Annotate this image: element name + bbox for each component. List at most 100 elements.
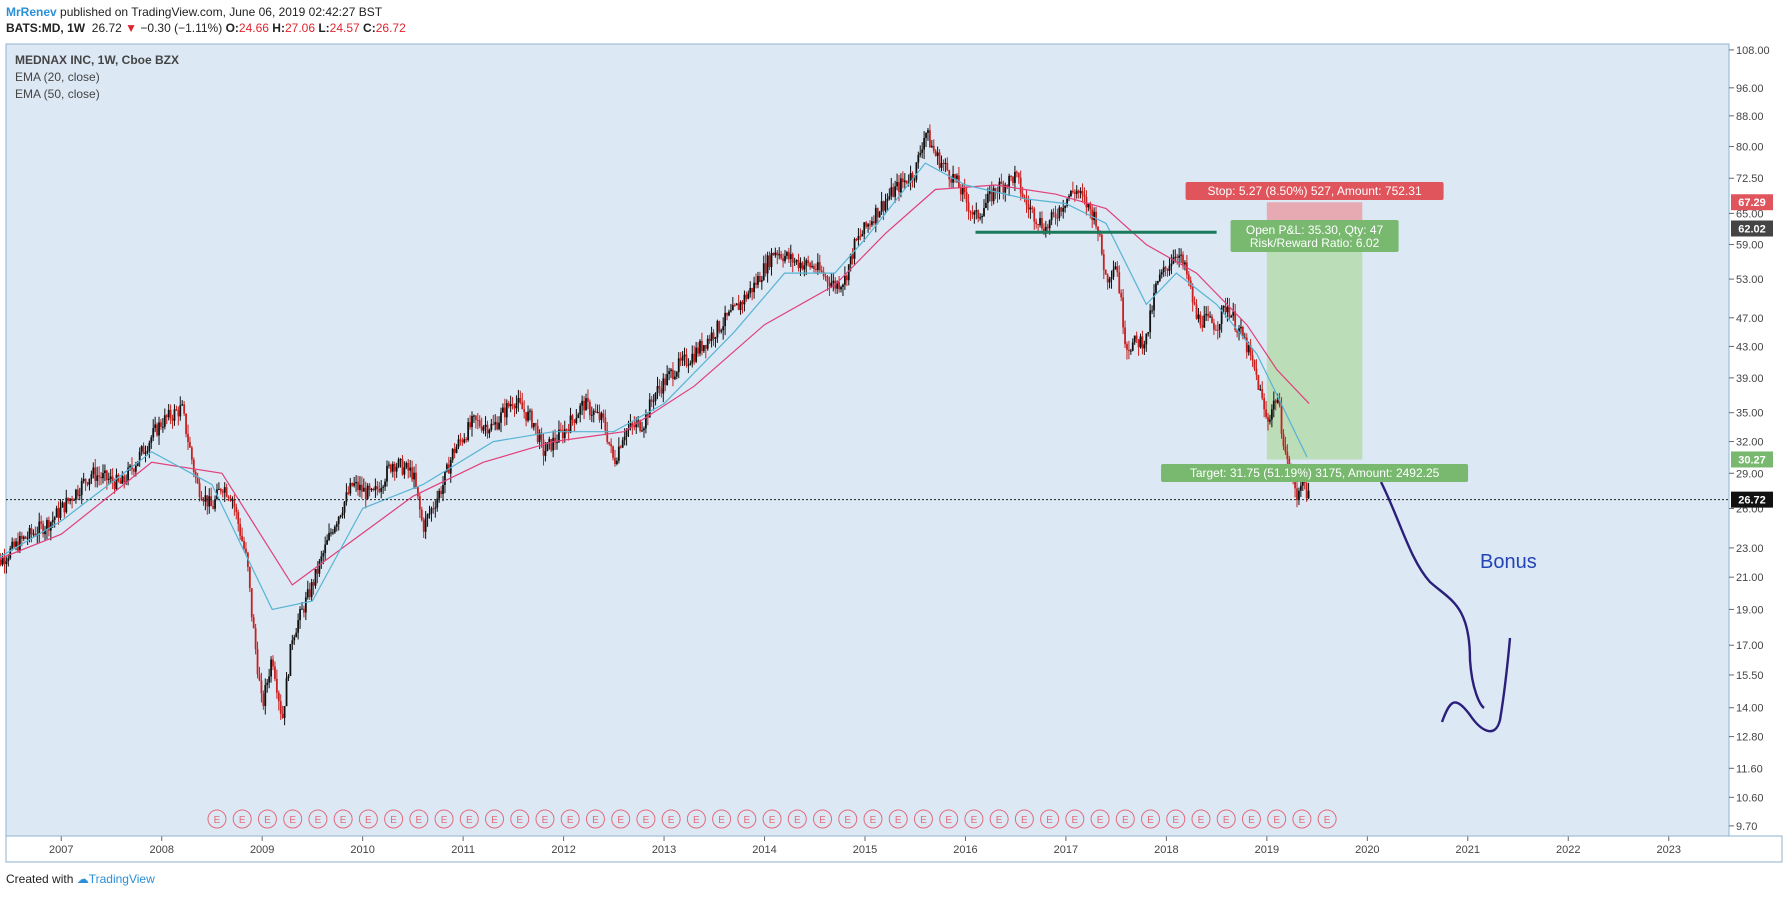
candle-body [818, 262, 821, 271]
candle-body [753, 282, 755, 293]
candle-body [328, 532, 330, 541]
candle-body [382, 486, 385, 488]
candle-body [826, 276, 829, 283]
candle-body [24, 536, 27, 539]
position-labels: Stop: 5.27 (8.50%) 527, Amount: 752.31 O… [1161, 182, 1469, 482]
earnings-marker-label: E [567, 815, 574, 826]
earnings-marker-label: E [466, 815, 473, 826]
candle-body [1298, 490, 1300, 500]
candle-body [994, 188, 997, 193]
earnings-marker [1115, 809, 1135, 829]
candle-body [532, 423, 535, 428]
candle-body [838, 282, 840, 290]
candle-body [623, 436, 626, 441]
candle-body [22, 536, 25, 539]
earnings-marker-label: E [743, 815, 750, 826]
candle-body [341, 512, 344, 516]
candle-body [181, 404, 184, 406]
candle-body [979, 217, 982, 219]
candle-body [641, 430, 643, 432]
candle-body [656, 386, 659, 394]
candle-body [438, 490, 441, 499]
earnings-marker [358, 809, 378, 829]
candle-body [1184, 262, 1186, 265]
candle-body [374, 486, 377, 491]
candle-body [314, 568, 317, 586]
candle-body [156, 424, 158, 436]
candle-body [1066, 198, 1068, 206]
candle-body [82, 478, 85, 481]
candle-body [1158, 274, 1161, 281]
candle-body [673, 376, 676, 380]
candle-body [403, 467, 406, 475]
candle-body [395, 466, 398, 472]
price-change: −0.30 (−1.11%) [140, 21, 223, 35]
earnings-marker-label: E [1046, 815, 1053, 826]
candle-body [1164, 267, 1167, 269]
earnings-marker [888, 809, 908, 829]
candle-body [596, 412, 599, 414]
legend-ema20[interactable]: EMA (20, close) [15, 70, 100, 84]
price-axis[interactable]: 108.00 96.00 88.00 80.00 72.50 65.00 59.00 53.0… [1728, 44, 1770, 836]
candle-body [1075, 190, 1078, 194]
legend-ema50[interactable]: EMA (50, close) [15, 87, 100, 101]
candle-body [471, 415, 473, 428]
candle-body [760, 280, 763, 283]
candle-body [262, 693, 265, 707]
candle-body [293, 637, 296, 641]
candle-body [851, 254, 854, 259]
price-tick-label: 53.00 [1736, 274, 1764, 286]
candle-body [1106, 274, 1109, 283]
candle-body [413, 472, 415, 480]
candle-body [98, 475, 101, 477]
candle-body [741, 301, 744, 305]
candle-body [898, 181, 900, 193]
bonus-drawing[interactable] [1379, 481, 1512, 733]
candle-body [751, 287, 754, 293]
candle-body [420, 509, 423, 521]
candle-body [872, 221, 875, 224]
candle-body [376, 486, 379, 489]
candle-body [256, 649, 259, 675]
candle-body [388, 464, 390, 466]
earnings-marker-label: E [239, 815, 246, 826]
candle-body [975, 210, 978, 212]
price-tick-label: 43.00 [1736, 341, 1764, 353]
candle-body [115, 474, 118, 490]
candle-body [1035, 221, 1038, 225]
candle-body [718, 321, 721, 332]
candle-body [1216, 329, 1219, 331]
chart-header: MrRenev published on TradingView.com, Ju… [6, 4, 406, 36]
time-axis[interactable]: 2007 2008 2009 2010 2011 2012 2013 2014 2015 2016… [5, 835, 1783, 863]
tradingview-brand[interactable]: TradingView [88, 872, 155, 886]
candle-body [529, 410, 531, 412]
earnings-marker [1267, 809, 1287, 829]
low-value: 24.57 [329, 21, 360, 35]
candle-body [144, 452, 147, 454]
candle-body [905, 180, 908, 183]
tradingview-logo-icon[interactable]: ☁ [76, 872, 89, 886]
candle-body [878, 211, 881, 218]
candle-body [594, 410, 597, 413]
candle-body [1249, 345, 1252, 356]
candle-body [602, 413, 605, 418]
candle-body [950, 179, 953, 183]
candle-body [46, 520, 48, 530]
candle-body [863, 222, 866, 234]
author-name[interactable]: MrRenev [6, 5, 57, 19]
plot-area[interactable] [5, 43, 1730, 837]
price-tag-label: 62.02 [1738, 224, 1766, 236]
candle-body [577, 414, 580, 419]
candle-body [1236, 330, 1239, 333]
candle-body [274, 666, 276, 679]
candle-body [111, 476, 114, 483]
candle-body [107, 478, 110, 481]
candle-body [936, 152, 939, 156]
price-tick-label: 10.60 [1736, 792, 1764, 804]
earnings-marker-label: E [971, 815, 978, 826]
candle-body [896, 181, 898, 187]
candle-body [243, 540, 245, 549]
time-tick-label: 2013 [652, 844, 676, 856]
price-tick-label: 72.50 [1736, 173, 1764, 185]
